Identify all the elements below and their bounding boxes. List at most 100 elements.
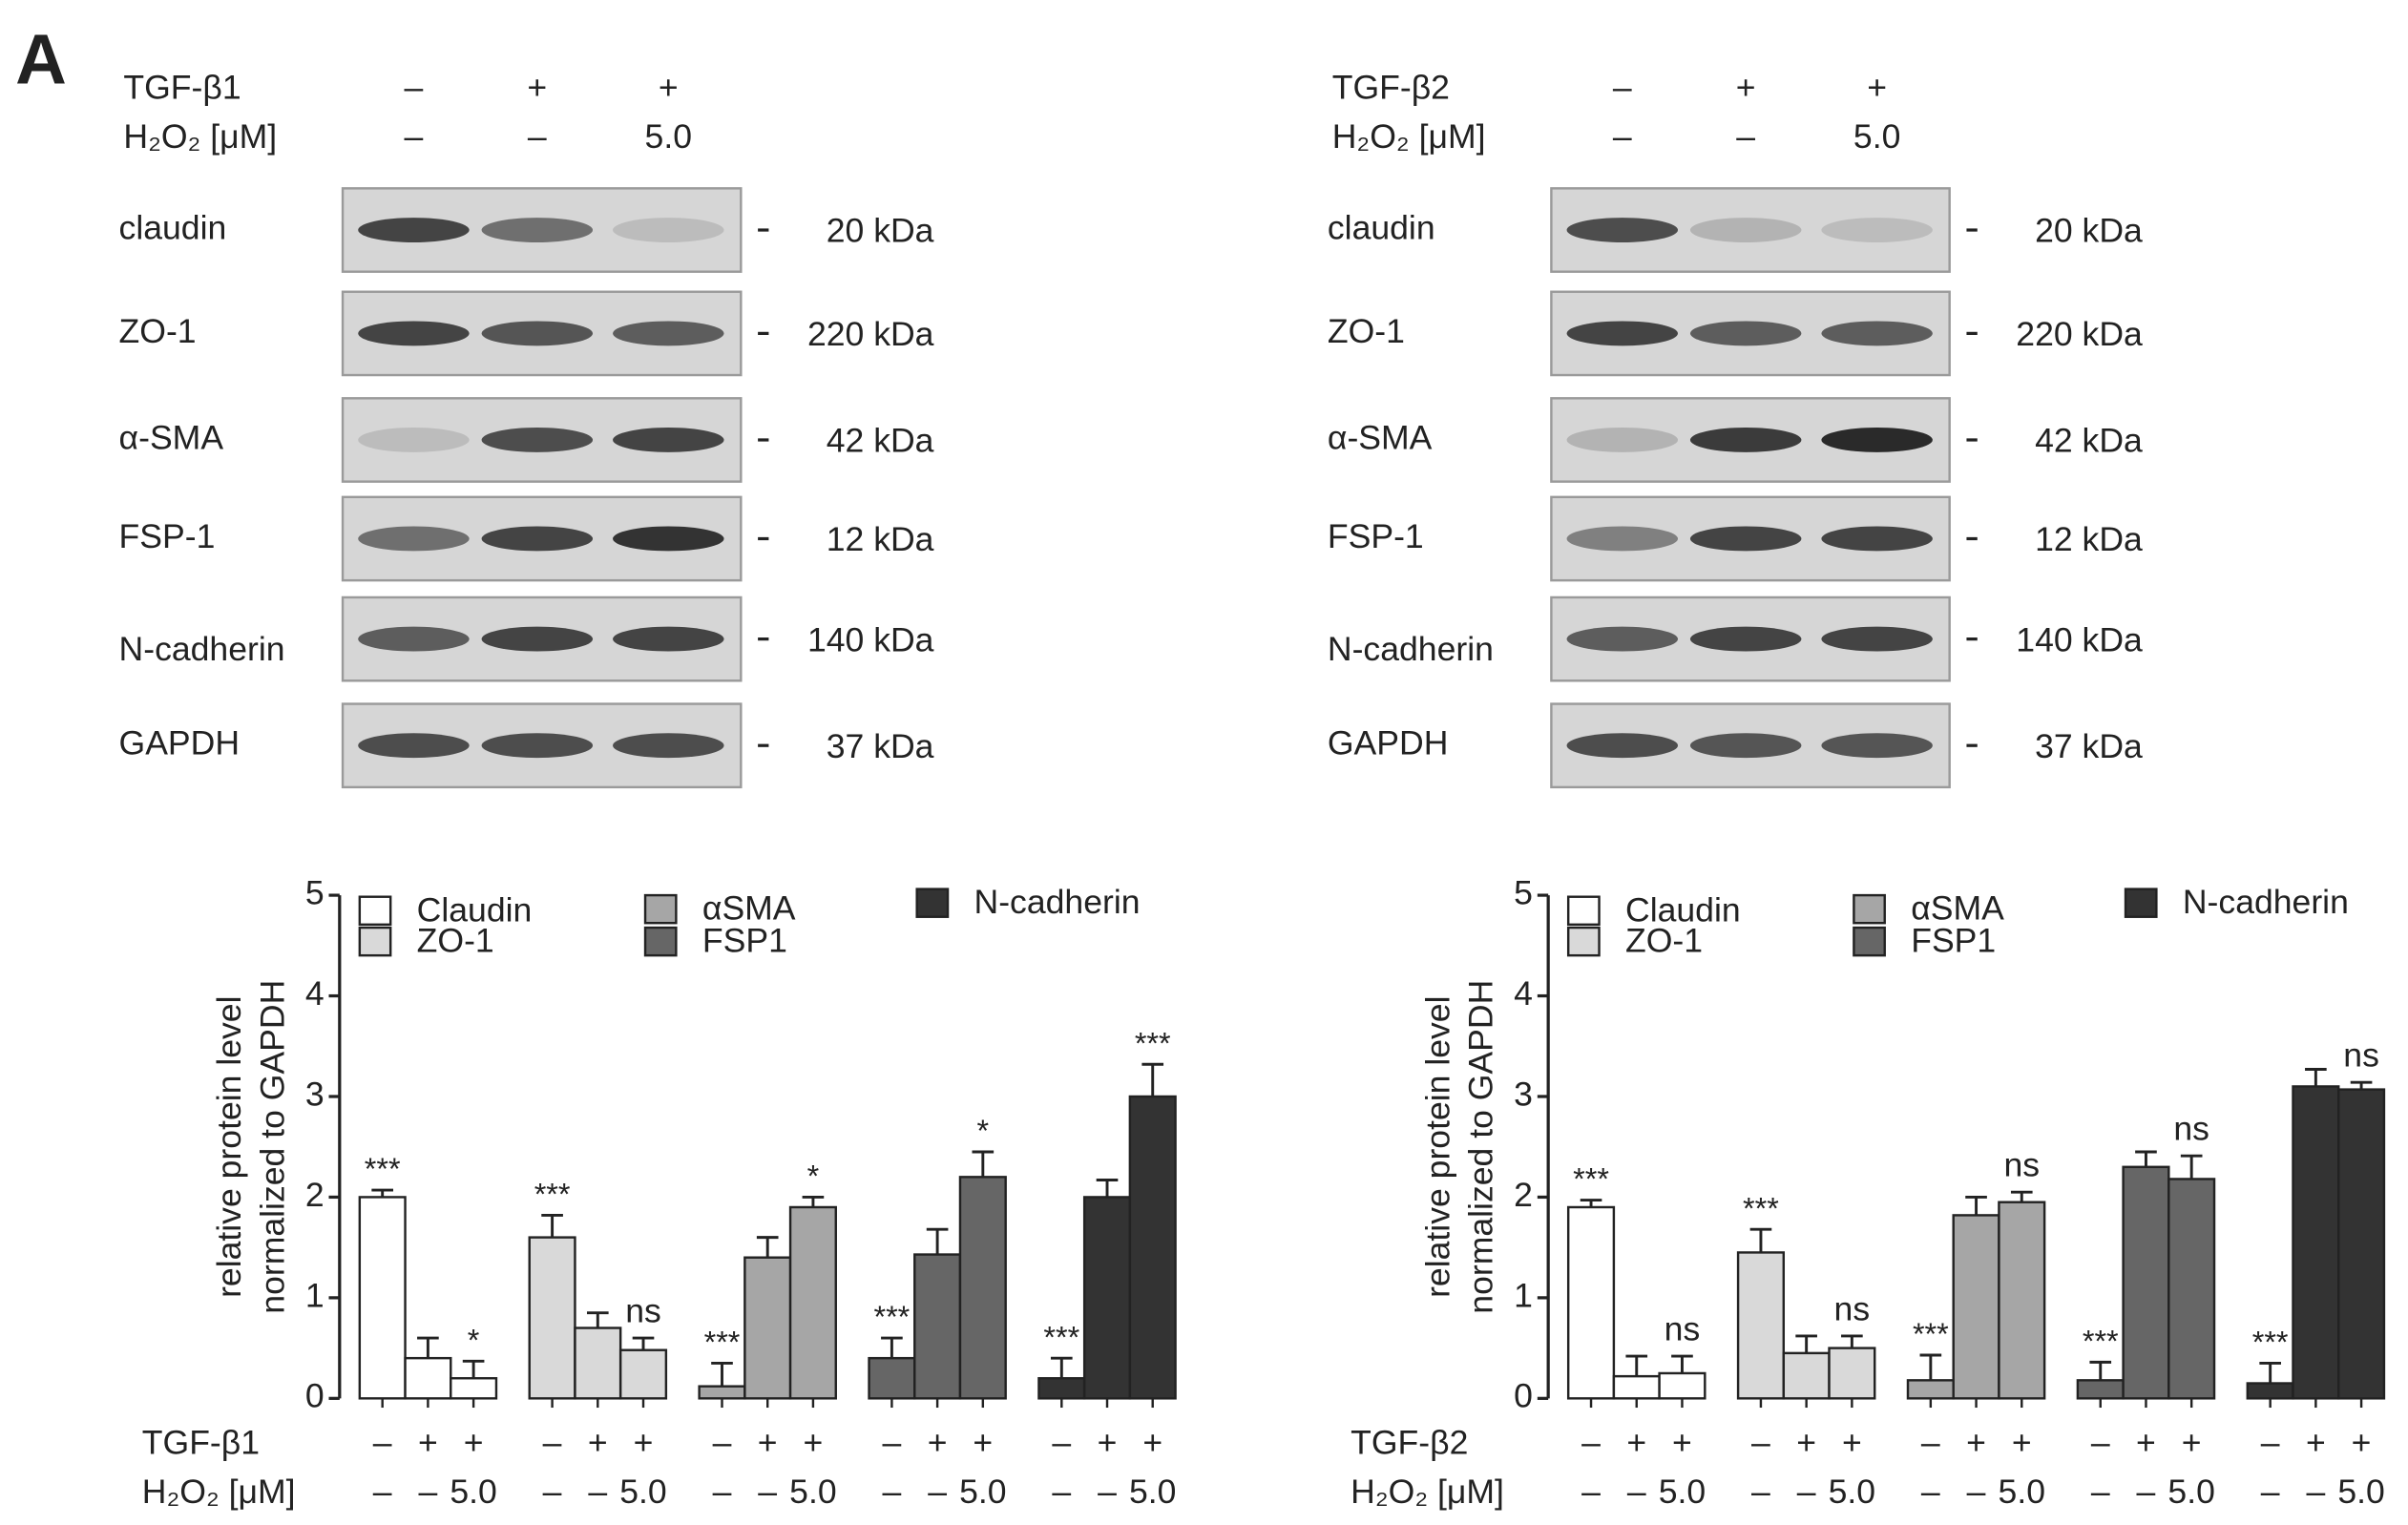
legend-label: N-cadherin bbox=[974, 883, 1141, 921]
x-row-mark: – bbox=[373, 1423, 392, 1461]
x-row-mark: – bbox=[373, 1473, 392, 1511]
blot-band bbox=[1821, 733, 1933, 759]
x-row-mark: – bbox=[1751, 1473, 1770, 1511]
x-row-mark: + bbox=[2182, 1423, 2202, 1461]
y-tick-label: 5 bbox=[1514, 873, 1533, 911]
legend-label: N-cadherin bbox=[2183, 883, 2349, 921]
x-row-mark: + bbox=[588, 1423, 608, 1461]
x-row-mark: – bbox=[2261, 1423, 2280, 1461]
significance: ns bbox=[1834, 1289, 1871, 1327]
y-axis-label: relative protein level bbox=[1418, 995, 1456, 1297]
bar bbox=[1952, 1214, 2000, 1400]
x-row-mark: – bbox=[1751, 1423, 1770, 1461]
y-tick-label: 4 bbox=[1514, 974, 1533, 1013]
legend-label: αSMA bbox=[702, 889, 796, 928]
treatment-mark: + bbox=[527, 68, 547, 106]
legend-swatch bbox=[1566, 926, 1601, 957]
x-row-mark: 5.0 bbox=[1659, 1473, 1706, 1511]
treatment-mark: – bbox=[405, 117, 424, 156]
protein-label: α-SMA bbox=[1328, 418, 1433, 456]
x-row-mark: – bbox=[758, 1473, 777, 1511]
blot-band bbox=[1566, 428, 1679, 452]
x-row-mark: 5.0 bbox=[619, 1473, 666, 1511]
x-row-mark: – bbox=[588, 1473, 607, 1511]
bar bbox=[2167, 1178, 2216, 1400]
bar bbox=[1658, 1371, 1707, 1400]
blot-band bbox=[1566, 321, 1679, 346]
significance: * bbox=[977, 1114, 990, 1148]
x-row-mark: – bbox=[2306, 1473, 2325, 1511]
bar bbox=[2292, 1085, 2340, 1400]
x-row-mark: – bbox=[1797, 1473, 1816, 1511]
treatment-mark: + bbox=[1867, 68, 1887, 106]
significance: *** bbox=[874, 1300, 911, 1334]
x-row-mark: 5.0 bbox=[789, 1473, 836, 1511]
x-row-mark: + bbox=[2306, 1423, 2326, 1461]
x-row-mark: – bbox=[1921, 1423, 1940, 1461]
blot-band bbox=[1689, 733, 1802, 759]
y-tick-label: 0 bbox=[1514, 1377, 1533, 1415]
y-tick-label: 4 bbox=[305, 974, 325, 1013]
x-row-mark: + bbox=[2352, 1423, 2372, 1461]
legend-swatch bbox=[2124, 888, 2158, 918]
blot-band bbox=[1689, 218, 1802, 242]
blot-band bbox=[1566, 526, 1679, 552]
bar bbox=[1037, 1377, 1086, 1400]
panel-label: A bbox=[15, 20, 67, 99]
error-bar bbox=[2305, 1068, 2327, 1087]
legend-swatch bbox=[643, 926, 678, 957]
error-bar bbox=[1919, 1353, 1942, 1381]
error-bar bbox=[1141, 1062, 1164, 1097]
protein-label: ZO-1 bbox=[1328, 312, 1405, 350]
size-label: 42 kDa bbox=[827, 422, 934, 460]
blot-band bbox=[481, 218, 594, 242]
blot-band bbox=[613, 626, 724, 652]
x-row-mark: + bbox=[973, 1423, 993, 1461]
blot-band bbox=[481, 428, 594, 452]
significance: *** bbox=[534, 1178, 571, 1212]
x-row-mark: – bbox=[1921, 1473, 1940, 1511]
blot-band bbox=[358, 526, 470, 552]
significance: *** bbox=[1743, 1191, 1779, 1225]
bar bbox=[913, 1253, 962, 1400]
x-row-mark: + bbox=[2012, 1423, 2032, 1461]
y-tick-label: 1 bbox=[305, 1276, 325, 1314]
error-bar bbox=[1795, 1334, 1817, 1353]
y-tick-label: 3 bbox=[305, 1075, 325, 1113]
blot-band bbox=[1689, 321, 1802, 346]
bar bbox=[743, 1256, 792, 1400]
bar bbox=[618, 1348, 668, 1400]
error-bar bbox=[2180, 1154, 2203, 1180]
legend-swatch bbox=[1853, 893, 1886, 925]
x-row-mark: 5.0 bbox=[450, 1473, 496, 1511]
blot-band bbox=[613, 428, 724, 452]
x-row-mark: – bbox=[928, 1473, 947, 1511]
size-label: 20 kDa bbox=[2035, 212, 2143, 250]
protein-label: GAPDH bbox=[119, 724, 241, 762]
blot-band bbox=[1566, 218, 1679, 242]
legend-label: Claudin bbox=[1625, 890, 1741, 929]
treatment-mark: – bbox=[1613, 68, 1632, 106]
x-row-label: TGF-β2 bbox=[1351, 1423, 1468, 1461]
x-row-mark: – bbox=[1581, 1423, 1601, 1461]
significance: *** bbox=[365, 1152, 401, 1186]
legend-swatch bbox=[358, 895, 392, 927]
protein-label: FSP-1 bbox=[119, 517, 216, 555]
error-bar bbox=[881, 1336, 903, 1359]
x-row-mark: + bbox=[2136, 1423, 2156, 1461]
bar bbox=[358, 1196, 407, 1400]
error-bar bbox=[711, 1361, 733, 1387]
bar bbox=[1566, 1205, 1616, 1400]
blot-band bbox=[1566, 733, 1679, 759]
protein-label: N-cadherin bbox=[1328, 630, 1494, 668]
x-row-mark: – bbox=[2137, 1473, 2156, 1511]
significance: *** bbox=[1913, 1317, 1949, 1351]
blot-band bbox=[481, 321, 594, 346]
blot-band bbox=[1821, 526, 1933, 552]
treatment-label: H₂O₂ [μM] bbox=[1332, 117, 1486, 156]
significance: * bbox=[807, 1159, 820, 1194]
x-row-mark: 5.0 bbox=[1129, 1473, 1176, 1511]
x-row-mark: – bbox=[1967, 1473, 1986, 1511]
error-bar bbox=[802, 1195, 825, 1207]
error-bar bbox=[462, 1359, 485, 1379]
